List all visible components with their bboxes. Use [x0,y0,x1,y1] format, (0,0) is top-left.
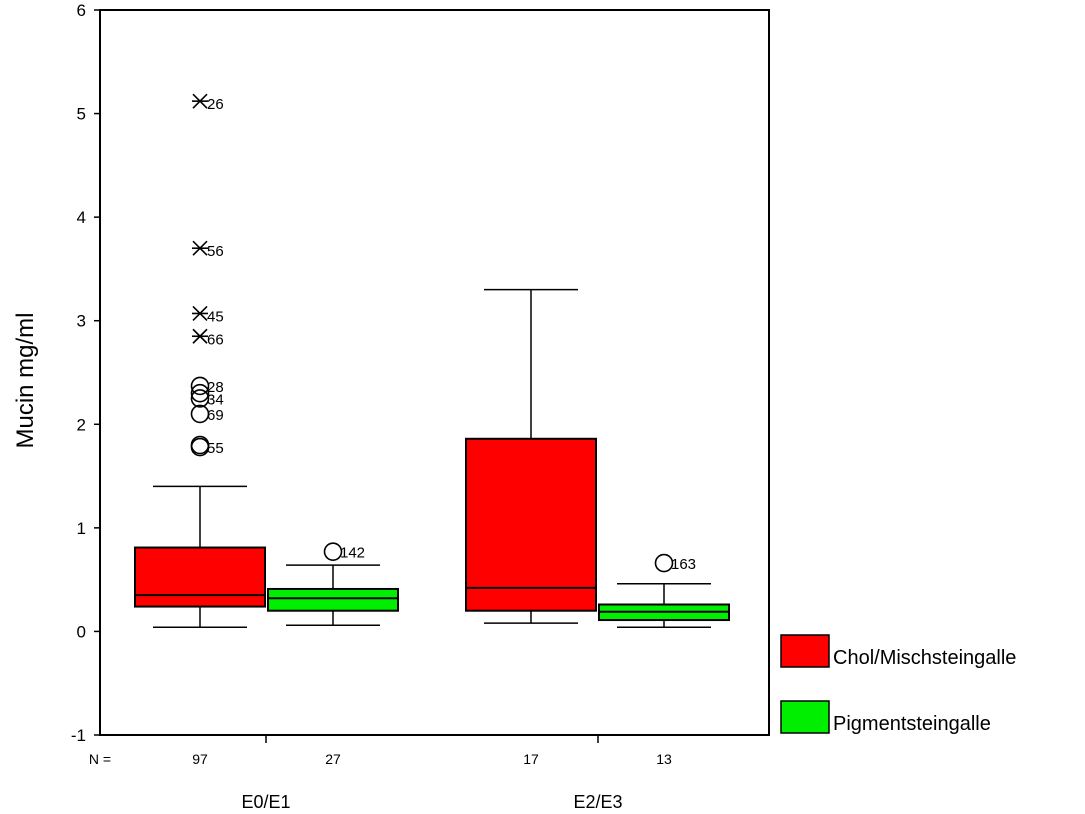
outlier-label: 34 [207,391,224,408]
group-label: E2/E3 [573,792,622,812]
y-tick-label: 5 [77,105,86,124]
n-count: 27 [325,751,341,767]
extreme-label: 26 [207,96,224,113]
n-count: 13 [656,751,672,767]
y-tick-label: 4 [77,208,86,227]
box-3 [465,288,597,624]
outlier-marker [190,389,210,408]
y-axis-title: Mucin mg/ml [12,312,39,448]
extreme-label: 56 [207,243,224,260]
y-tick-label: 3 [77,312,86,331]
outlier-marker [190,437,210,457]
y-tick-label: 1 [77,519,86,538]
outlier-label: 55 [207,440,224,457]
outlier-marker [190,404,210,424]
outlier-label: 28 [207,379,224,396]
n-count: 17 [523,751,539,767]
y-tick-label: 2 [77,415,86,434]
legend-swatch [780,700,830,734]
y-tick-label: 0 [77,622,86,641]
outlier-marker [323,542,343,561]
group-label: E0/E1 [241,792,290,812]
n-label: N = [89,751,111,767]
extreme-label: 66 [207,331,224,348]
plot-frame [99,9,770,736]
legend-label: Chol/Mischsteingalle [833,647,1016,669]
box-iqr [465,437,597,612]
legend-swatch [780,634,830,668]
box-4: 163 [598,553,730,629]
legend-label: Pigmentsteingalle [833,713,991,735]
outlier-marker [654,553,674,573]
y-tick-label: 6 [77,1,86,20]
y-tick-label: -1 [71,726,86,745]
box-2: 142 [267,542,399,626]
outlier-label: 142 [340,545,365,562]
outlier-marker [190,383,210,403]
outlier-label: 69 [207,407,224,424]
legend: Chol/Mischsteingalle Pigmentsteingalle [780,634,1016,735]
extreme-label: 45 [207,308,224,325]
box-iqr [267,587,399,612]
n-count: 97 [192,751,208,767]
box-iqr [134,546,266,608]
outlier-label: 163 [671,556,696,573]
outlier-marker [190,376,210,396]
